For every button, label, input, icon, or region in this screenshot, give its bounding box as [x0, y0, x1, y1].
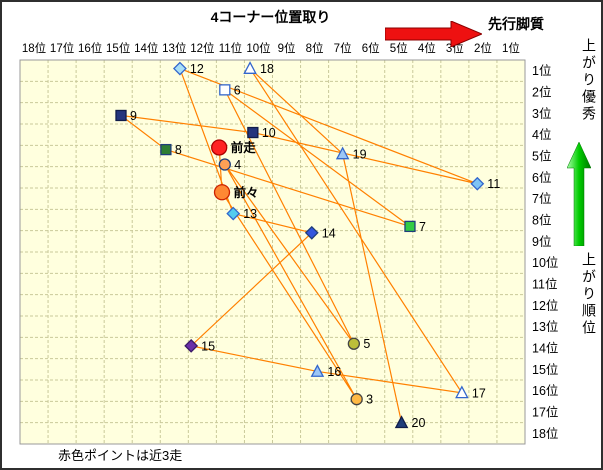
- pace-right-arrow-shape: [385, 21, 482, 47]
- data-point-label: 13: [243, 207, 257, 221]
- pace-arrow-label: 先行脚質: [488, 16, 544, 32]
- data-point: [335, 146, 350, 160]
- y-tick-label: 5位: [532, 149, 551, 164]
- x-tick-label: 12位: [190, 41, 214, 55]
- x-tick-label: 6位: [362, 41, 380, 55]
- y-tick-label: 17位: [532, 405, 558, 420]
- data-point: [172, 61, 187, 76]
- y-tick-label: 10位: [532, 255, 558, 270]
- data-point-label: 8: [175, 143, 182, 157]
- pace-right-arrow-icon: [385, 21, 482, 47]
- x-tick-label: 1位: [502, 41, 520, 55]
- data-point-label: 17: [472, 386, 486, 400]
- y-tick-label: 1位: [532, 63, 551, 78]
- data-point-label: 5: [363, 337, 370, 351]
- data-point: [211, 139, 228, 156]
- data-point-label: 前走: [231, 140, 257, 155]
- y-tick-label: 11位: [532, 277, 557, 292]
- data-point-label: 14: [322, 226, 336, 240]
- data-point-label: 10: [262, 126, 276, 140]
- data-point-label: 9: [130, 109, 137, 123]
- y-tick-label: 14位: [532, 341, 558, 356]
- data-point: [219, 84, 231, 96]
- x-tick-label: 11位: [219, 41, 242, 55]
- x-tick-label: 5位: [390, 41, 408, 55]
- data-point: [350, 393, 363, 406]
- x-tick-label: 15位: [106, 41, 130, 55]
- closing-up-arrow-shape: [567, 142, 591, 246]
- data-point: [304, 225, 319, 240]
- data-point: [247, 126, 259, 139]
- data-point: [184, 338, 199, 353]
- plot-border: [19, 59, 526, 445]
- data-point-label: 20: [412, 416, 426, 430]
- data-point: [470, 176, 485, 191]
- closing-rank-label: 上がり順位: [581, 252, 597, 337]
- y-tick-label: 6位: [532, 170, 551, 185]
- data-point-label: 前々: [234, 185, 259, 200]
- data-point-label: 3: [366, 393, 373, 407]
- y-tick-label: 13位: [532, 319, 558, 334]
- data-point: [310, 364, 325, 377]
- x-tick-label: 2位: [474, 41, 492, 55]
- data-point: [213, 184, 231, 201]
- x-tick-label: 3位: [446, 41, 464, 55]
- y-tick-label: 2位: [532, 85, 551, 100]
- x-tick-label: 18位: [22, 41, 46, 55]
- data-point-label: 4: [234, 158, 241, 172]
- x-tick-label: 17位: [50, 41, 74, 55]
- x-tick-label: 4位: [418, 41, 436, 55]
- y-tick-label: 7位: [532, 191, 551, 206]
- data-point: [455, 385, 469, 399]
- data-point-label: 6: [234, 83, 241, 97]
- y-tick-label: 18位: [532, 426, 558, 441]
- data-point: [404, 220, 416, 233]
- data-point-label: 18: [260, 62, 274, 76]
- data-point: [115, 109, 127, 122]
- data-point: [160, 143, 172, 156]
- data-point: [394, 415, 409, 429]
- data-point-label: 16: [327, 365, 341, 379]
- data-point: [243, 61, 257, 74]
- chart-title: 4コーナー位置取り: [210, 9, 331, 25]
- data-point-label: 12: [190, 62, 204, 76]
- x-tick-label: 8位: [306, 41, 324, 55]
- y-tick-label: 12位: [532, 298, 558, 313]
- data-point-label: 19: [353, 147, 367, 161]
- x-tick-label: 7位: [334, 41, 352, 55]
- y-tick-label: 8位: [532, 213, 551, 228]
- data-point-label: 15: [201, 339, 215, 353]
- closing-up-arrow-icon: [567, 142, 591, 246]
- run-sequence-line: [118, 67, 478, 423]
- x-tick-label: 9位: [278, 41, 296, 55]
- data-point: [218, 158, 231, 171]
- data-point-label: 7: [419, 220, 426, 234]
- y-tick-label: 16位: [532, 383, 558, 398]
- y-tick-label: 3位: [532, 106, 551, 121]
- y-tick-label: 15位: [532, 362, 558, 377]
- data-point: [226, 206, 241, 221]
- y-tick-label: 9位: [532, 234, 551, 249]
- data-point: [347, 337, 361, 350]
- x-tick-label: 16位: [78, 41, 102, 55]
- x-tick-label: 10位: [246, 41, 270, 55]
- x-tick-label: 14位: [134, 41, 158, 55]
- closing-excellent-label: 上がり優秀: [581, 38, 597, 123]
- data-point-label: 11: [487, 177, 500, 191]
- y-tick-label: 4位: [532, 127, 551, 142]
- footer-note: 赤色ポイントは近3走: [58, 448, 183, 463]
- x-tick-label: 13位: [162, 41, 186, 55]
